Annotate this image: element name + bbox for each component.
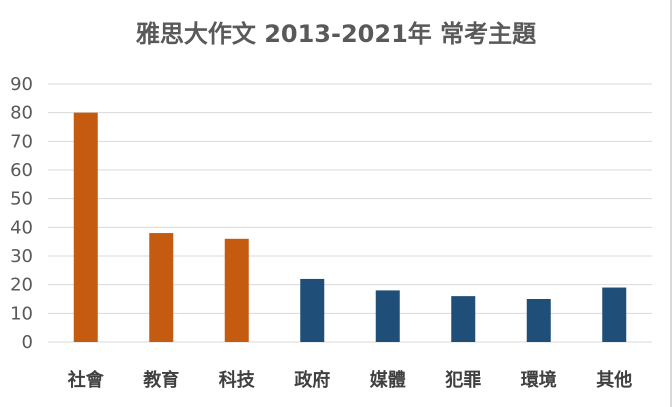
y-tick-label: 50 xyxy=(10,189,33,210)
bars xyxy=(73,112,627,343)
x-category-label: 環境 xyxy=(521,369,557,391)
x-category-label: 社會 xyxy=(68,369,105,391)
gridlines xyxy=(48,83,652,343)
y-tick-label: 90 xyxy=(10,74,33,95)
y-tick-label: 60 xyxy=(10,160,33,181)
bar-環境 xyxy=(526,299,551,342)
bar-其他 xyxy=(602,287,627,342)
chart-title: 雅思大作文 2013-2021年 常考主題 xyxy=(135,20,537,48)
y-tick-label: 30 xyxy=(10,246,33,267)
x-category-label: 科技 xyxy=(219,369,256,391)
y-tick-label: 40 xyxy=(10,217,33,238)
x-category-label: 其他 xyxy=(596,369,632,391)
bar-科技 xyxy=(224,238,249,342)
x-category-label: 媒體 xyxy=(370,369,406,391)
y-tick-label: 10 xyxy=(10,303,33,324)
chart-border xyxy=(670,0,672,407)
bar-犯罪 xyxy=(451,296,476,342)
y-tick-label: 80 xyxy=(10,103,33,124)
y-tick-label: 0 xyxy=(22,332,33,353)
y-tick-label: 20 xyxy=(10,275,33,296)
bar-媒體 xyxy=(375,290,400,342)
bar-社會 xyxy=(73,112,98,343)
x-axis-categories: 社會 教育 科技 政府 媒體 犯罪 環境 其他 xyxy=(68,369,633,391)
x-category-label: 政府 xyxy=(294,369,330,391)
x-category-label: 犯罪 xyxy=(444,369,481,391)
bar-政府 xyxy=(300,278,325,342)
x-category-label: 教育 xyxy=(143,369,179,391)
y-tick-label: 70 xyxy=(10,131,33,152)
y-axis-ticks: 0 10 20 30 40 50 60 70 80 90 xyxy=(10,74,33,353)
bar-教育 xyxy=(149,233,174,342)
